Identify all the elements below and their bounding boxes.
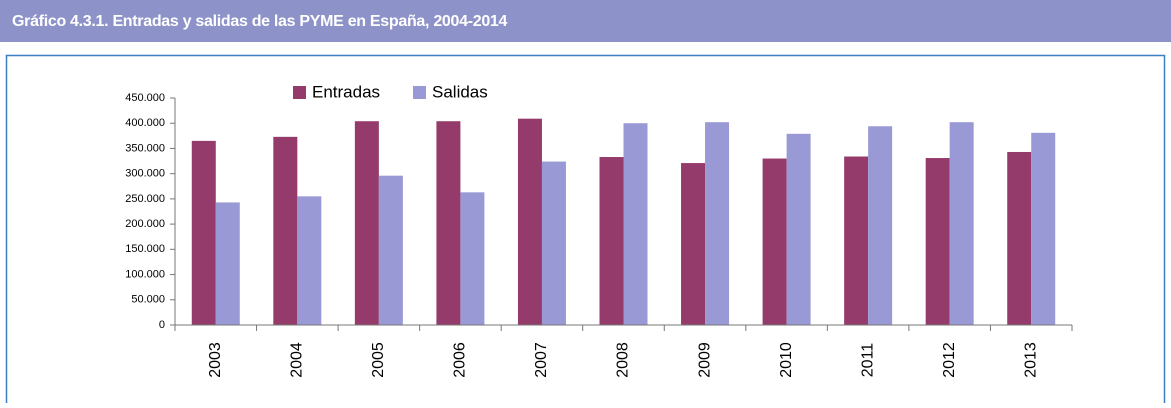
bar <box>599 157 624 325</box>
bar <box>541 161 566 325</box>
bar <box>762 158 787 325</box>
bar <box>378 175 403 325</box>
bar <box>297 196 322 325</box>
frame <box>5 54 1166 408</box>
legend-swatch <box>413 86 426 99</box>
chart-title: Gráfico 4.3.1. Entradas y salidas de las… <box>12 13 508 30</box>
bar <box>517 118 542 325</box>
bar <box>191 140 216 325</box>
bar <box>949 122 974 325</box>
x-tick-label: 2005 <box>370 342 387 378</box>
bar <box>354 121 379 326</box>
x-tick-label: 2004 <box>289 342 306 378</box>
header-bar <box>0 0 1171 42</box>
y-tick-label: 400.000 <box>125 117 165 129</box>
bar <box>215 202 240 325</box>
y-tick-label: 150.000 <box>125 243 165 255</box>
legend-swatch <box>293 86 306 99</box>
bar <box>623 123 648 325</box>
bar <box>436 121 461 326</box>
bar <box>273 136 298 325</box>
x-tick-label: 2003 <box>207 342 224 378</box>
x-tick-label: 2010 <box>778 342 795 378</box>
x-tick-label: 2013 <box>1022 342 1039 378</box>
x-tick-label: 2006 <box>452 342 469 378</box>
y-tick-label: 200.000 <box>125 218 165 230</box>
bar <box>844 156 869 325</box>
bar <box>868 126 893 325</box>
y-tick-label: 350.000 <box>125 142 165 154</box>
y-tick-label: 250.000 <box>125 193 165 205</box>
bar <box>681 163 706 325</box>
y-tick-label: 100.000 <box>125 268 165 280</box>
bar <box>1007 151 1032 325</box>
y-tick-label: 450.000 <box>125 92 165 104</box>
bar <box>460 192 485 325</box>
y-tick-label: 50.000 <box>131 294 165 306</box>
legend-label: Salidas <box>432 82 488 101</box>
bar <box>1031 132 1056 325</box>
x-tick-label: 2008 <box>615 342 632 378</box>
x-tick-label: 2009 <box>696 342 713 378</box>
x-tick-label: 2011 <box>859 343 876 378</box>
bar <box>925 158 950 325</box>
x-tick-label: 2012 <box>941 342 958 378</box>
bar <box>786 133 811 325</box>
y-tick-label: 0 <box>159 319 165 331</box>
x-tick-label: 2007 <box>533 342 550 378</box>
y-tick-label: 300.000 <box>125 168 165 180</box>
bar <box>705 122 730 325</box>
legend-label: Entradas <box>312 82 380 101</box>
